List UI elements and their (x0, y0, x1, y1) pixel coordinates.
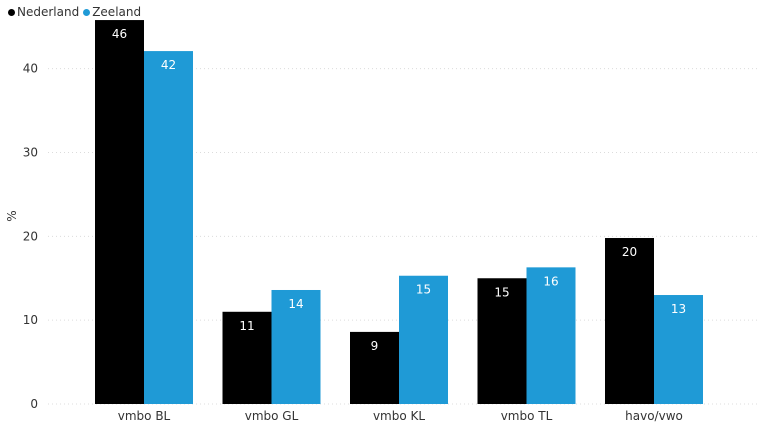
y-axis-label: % (5, 210, 19, 221)
x-tick-havo-vwo: havo/vwo (625, 409, 683, 423)
bar-zeeland-vmbo-bl[interactable] (144, 51, 193, 404)
data-label-nederland-havo-vwo: 20 (622, 245, 637, 259)
legend-item-zeeland[interactable]: Zeeland (83, 5, 141, 19)
bar-zeeland-vmbo-tl[interactable] (526, 267, 576, 404)
x-tick-vmbo-gl: vmbo GL (245, 409, 299, 423)
bar-zeeland-havo-vwo[interactable] (654, 295, 703, 404)
data-label-zeeland-vmbo-kl: 15 (416, 283, 431, 297)
data-label-zeeland-vmbo-tl: 16 (543, 274, 558, 288)
legend-label-zeeland: Zeeland (92, 5, 142, 19)
bar-labels: 46 42 11 14 9 15 15 16 20 13 (112, 27, 686, 353)
x-tick-vmbo-tl: vmbo TL (501, 409, 553, 423)
bar-nederland-vmbo-kl[interactable] (350, 331, 399, 404)
bar-nederland-vmbo-gl[interactable] (222, 311, 272, 404)
x-tick-vmbo-bl: vmbo BL (118, 409, 171, 423)
x-tick-vmbo-kl: vmbo KL (373, 409, 425, 423)
legend-dot-zeeland (83, 8, 91, 16)
y-tick-20: 20 (23, 229, 38, 243)
legend-item-nederland[interactable]: Nederland (8, 5, 79, 19)
y-tick-labels: 0 10 20 30 40 (23, 62, 38, 411)
data-label-zeeland-havo-vwo: 13 (671, 302, 686, 316)
data-label-zeeland-vmbo-bl: 42 (161, 58, 176, 72)
legend: Nederland Zeeland (8, 5, 145, 19)
legend-dot-nederland (8, 8, 15, 16)
bar-nederland-havo-vwo[interactable] (605, 238, 654, 404)
bar-zeeland-vmbo-kl[interactable] (399, 275, 448, 404)
data-label-zeeland-vmbo-gl: 14 (288, 297, 303, 311)
y-tick-40: 40 (23, 62, 38, 76)
y-tick-0: 0 (30, 397, 38, 411)
bars (95, 20, 703, 405)
y-tick-10: 10 (23, 313, 38, 327)
bar-zeeland-vmbo-gl[interactable] (271, 289, 321, 404)
data-label-nederland-vmbo-bl: 46 (112, 27, 127, 41)
x-tick-labels: vmbo BL vmbo GL vmbo KL vmbo TL havo/vwo (118, 409, 683, 423)
bar-nederland-vmbo-bl[interactable] (95, 20, 144, 405)
data-label-nederland-vmbo-kl: 9 (371, 339, 379, 353)
data-label-nederland-vmbo-tl: 15 (494, 285, 509, 299)
bar-nederland-vmbo-tl[interactable] (477, 278, 527, 404)
y-tick-30: 30 (23, 146, 38, 160)
legend-label-nederland: Nederland (17, 5, 80, 19)
data-label-nederland-vmbo-gl: 11 (239, 319, 254, 333)
